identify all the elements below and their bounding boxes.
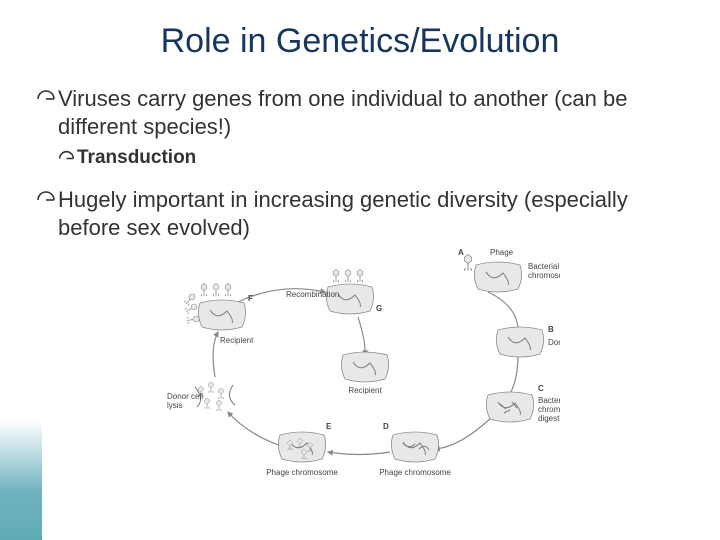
bullet-glyph-icon [36,190,56,215]
svg-text:D: D [383,422,389,431]
svg-text:digestion: digestion [538,414,560,423]
bullet-glyph-icon [36,89,56,114]
bullet-3-text: Hugely important in increasing genetic d… [58,186,684,241]
accent-bar [0,420,42,540]
bullet-3: Hugely important in increasing genetic d… [36,186,684,241]
diagram-svg: Bacterial chromosome Phage A Donor B Bac… [160,247,560,477]
svg-text:E: E [326,422,332,431]
bullet-1-text: Viruses carry genes from one individual … [58,85,684,140]
svg-text:B: B [548,325,554,334]
bullet-2: Transduction [36,146,684,172]
svg-text:G: G [376,304,382,313]
svg-text:Recombination: Recombination [286,290,339,299]
svg-text:Phage chromosome: Phage chromosome [266,468,338,477]
svg-text:Recipient: Recipient [220,336,254,345]
svg-text:C: C [538,384,544,393]
svg-text:Phage chromosome: Phage chromosome [379,468,451,477]
svg-text:chromosome: chromosome [538,405,560,414]
bullet-2-text: Transduction [77,146,196,170]
svg-text:Donor: Donor [548,338,560,347]
svg-text:Donor cell: Donor cell [167,392,203,401]
svg-text:A: A [458,248,464,257]
svg-text:Bacterial: Bacterial [538,396,560,405]
bullet-1: Viruses carry genes from one individual … [36,85,684,140]
svg-text:chromosome: chromosome [528,271,560,280]
svg-text:Bacterial: Bacterial [528,262,559,271]
svg-text:Phage: Phage [490,248,514,257]
slide-body: Role in Genetics/Evolution Viruses carry… [0,0,720,477]
svg-text:Recipient: Recipient [348,386,382,395]
slide-title: Role in Genetics/Evolution [36,22,684,61]
svg-text:lysis: lysis [167,401,183,410]
transduction-diagram: Bacterial chromosome Phage A Donor B Bac… [36,247,684,477]
svg-text:F: F [248,294,253,303]
bullet-glyph-icon [58,150,75,172]
